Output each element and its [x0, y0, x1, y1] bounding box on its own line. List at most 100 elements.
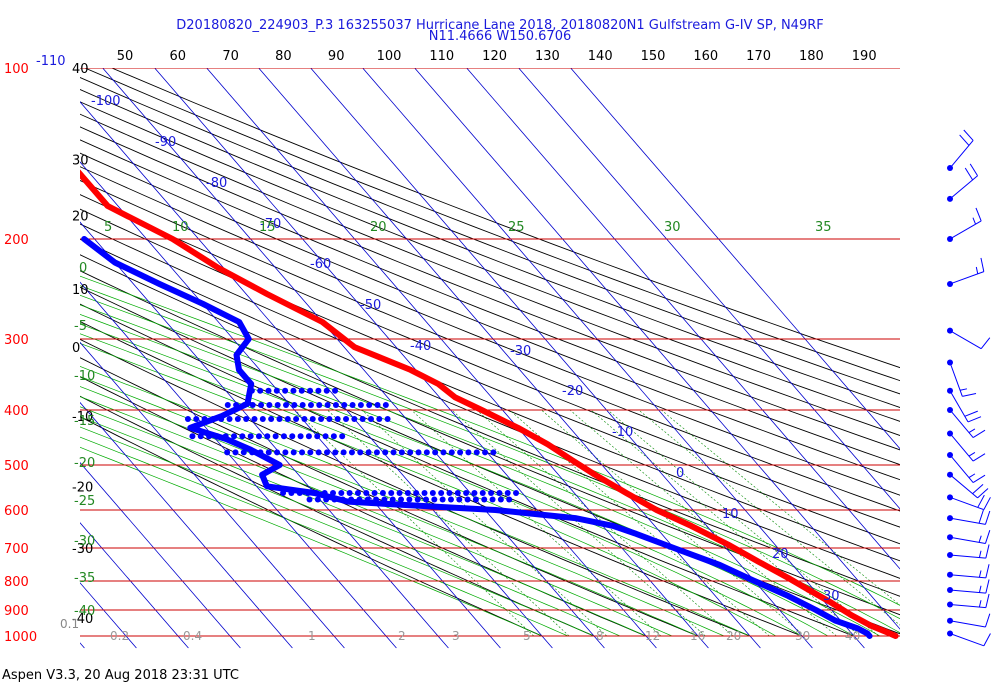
dewpoint-point [489, 496, 496, 503]
isotherm-label: -30 [510, 344, 531, 359]
wind-barb-flag [972, 217, 977, 225]
top-axis-label: 90 [328, 49, 345, 64]
dewpoint-point [365, 449, 372, 456]
dewpoint-point [224, 449, 231, 456]
dewpoint-point [414, 496, 421, 503]
dewpoint-point [276, 416, 283, 423]
theta-e-label: 20 [370, 220, 387, 235]
dry-adiabat-line [80, 77, 900, 395]
wind-barb-flag [972, 474, 986, 483]
moist-adiabat-line [80, 406, 647, 637]
dewpoint-point [367, 416, 374, 423]
footer-version-time: Aspen V3.3, 20 Aug 2018 23:31 UTC [2, 668, 239, 683]
wind-barb-staff [949, 140, 974, 169]
pressure-tick-label: 100 [4, 62, 29, 77]
dewpoint-point [240, 449, 247, 456]
left-axis-label: 30 [72, 154, 89, 169]
dry-adiabat-line [80, 320, 803, 637]
top-axis-label: 60 [170, 49, 187, 64]
dewpoint-point [373, 449, 380, 456]
dewpoint-point [306, 496, 313, 503]
dewpoint-point [226, 416, 233, 423]
wind-barb-flag [980, 337, 991, 349]
dewpoint-point [482, 449, 489, 456]
dewpoint-point [388, 489, 395, 496]
left-axis-label: -30 [72, 542, 93, 557]
moist-adiabat-line [80, 343, 777, 637]
mixing-ratio-label: 5 [523, 629, 531, 643]
wind-barb-flag [972, 453, 986, 462]
theta-e-label: 15 [259, 220, 276, 235]
pressure-tick-label: 900 [4, 604, 29, 619]
wind-barb-flag [962, 392, 977, 397]
wind-barb-flag [975, 266, 979, 274]
dewpoint-point [438, 489, 445, 496]
dewpoint-point [429, 489, 436, 496]
moist-adiabat-line [80, 304, 881, 637]
dewpoint-point [297, 433, 304, 440]
temperature-profile-line [80, 169, 899, 639]
dewpoint-point [432, 449, 439, 456]
dry-adiabat-line [80, 376, 647, 637]
dewpoint-point [454, 489, 461, 496]
dewpoint-point [280, 433, 287, 440]
dewpoint-point [423, 449, 430, 456]
left-axis-label: 0 [72, 341, 80, 356]
theta-e-label: 10 [172, 220, 189, 235]
dewpoint-point [314, 433, 321, 440]
dewpoint-point [257, 387, 264, 394]
mixing-ratio-label: 40 [845, 629, 860, 643]
dewpoint-point [471, 489, 478, 496]
dewpoint-point [446, 489, 453, 496]
wind-barb-flag [984, 530, 991, 544]
dewpoint-point [307, 401, 314, 408]
moist-adiabat-line [80, 416, 621, 637]
dewpoint-point [298, 387, 305, 394]
dewpoint-point [404, 489, 411, 496]
dry-adiabat-line [80, 113, 900, 436]
top-axis-label: 160 [693, 49, 718, 64]
isotherm-label: 30 [823, 589, 840, 604]
isotherm-label: 10 [722, 507, 739, 522]
mixing-ratio-label: 0.4 [183, 629, 202, 643]
left-axis-label: 20 [72, 210, 89, 225]
isotherm-line [466, 68, 900, 570]
dewpoint-point [309, 416, 316, 423]
dewpoint-point [439, 496, 446, 503]
mixing-ratio-label: 0.1 [60, 617, 79, 631]
moist-adiabat-label: -35 [74, 571, 95, 586]
dry-adiabat-line [80, 338, 751, 637]
dewpoint-point [351, 416, 358, 423]
moist-adiabat-label: -15 [74, 414, 95, 429]
dewpoint-point [382, 449, 389, 456]
dewpoint-point [282, 449, 289, 456]
wind-barb-flag [963, 129, 974, 141]
dewpoint-point [504, 489, 511, 496]
dewpoint-point [481, 496, 488, 503]
wind-barb-staff [949, 220, 982, 240]
top-axis-label: 140 [588, 49, 613, 64]
dry-adiabat-line [84, 68, 900, 382]
dewpoint-point [390, 449, 397, 456]
dewpoint-point [363, 489, 370, 496]
moist-adiabat-label: -10 [74, 369, 95, 384]
wind-barb-staff [949, 271, 984, 285]
dewpoint-point [464, 496, 471, 503]
dewpoint-point [389, 496, 396, 503]
dewpoint-point [413, 489, 420, 496]
dewpoint-point [332, 401, 339, 408]
dry-adiabat-line [80, 416, 543, 637]
pressure-tick-label: 500 [4, 459, 29, 474]
isotherm-label: -10 [612, 425, 633, 440]
moist-adiabat-label: -5 [74, 319, 87, 334]
theta-e-label: 30 [664, 220, 681, 235]
dewpoint-point [184, 416, 191, 423]
dewpoint-point [291, 401, 298, 408]
dewpoint-point [497, 496, 504, 503]
dewpoint-point [513, 489, 520, 496]
isotherm-line [80, 401, 293, 649]
isotherm-label: 20 [772, 547, 789, 562]
moist-adiabat-label: -40 [74, 604, 95, 619]
isotherm-line [570, 68, 900, 450]
mixing-ratio-line [590, 409, 861, 637]
